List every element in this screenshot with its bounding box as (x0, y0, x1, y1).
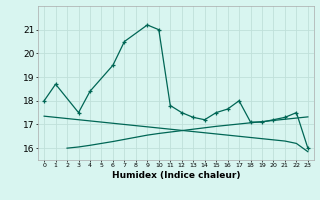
X-axis label: Humidex (Indice chaleur): Humidex (Indice chaleur) (112, 171, 240, 180)
